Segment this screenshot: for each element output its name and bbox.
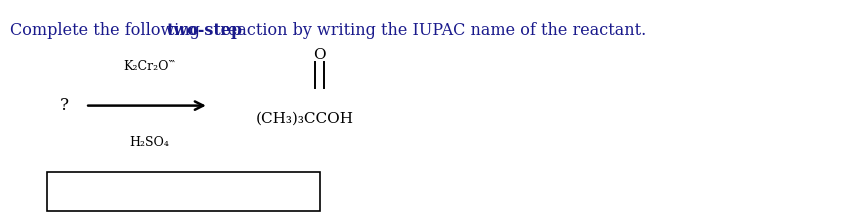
Bar	[47, 172, 320, 211]
Text: ?: ?	[60, 97, 68, 114]
Text: K₂Cr₂O‷: K₂Cr₂O‷	[123, 60, 176, 73]
Text: reaction by writing the IUPAC name of the reactant.: reaction by writing the IUPAC name of th…	[215, 22, 646, 39]
Text: O: O	[314, 48, 325, 62]
Text: H₂SO₄: H₂SO₄	[130, 136, 169, 149]
Text: two-step: two-step	[166, 22, 242, 39]
Text: (CH₃)₃CCOH: (CH₃)₃CCOH	[256, 112, 354, 126]
Text: Complete the following: Complete the following	[10, 22, 205, 39]
